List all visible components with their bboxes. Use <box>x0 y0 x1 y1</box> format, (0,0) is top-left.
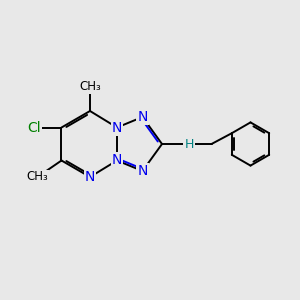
Text: N: N <box>137 164 148 178</box>
Text: H: H <box>184 137 194 151</box>
Text: Cl: Cl <box>28 121 41 134</box>
Text: N: N <box>112 154 122 167</box>
Text: N: N <box>112 121 122 134</box>
Text: N: N <box>137 110 148 124</box>
Text: CH₃: CH₃ <box>27 170 48 184</box>
Text: N: N <box>85 170 95 184</box>
Text: CH₃: CH₃ <box>79 80 101 94</box>
